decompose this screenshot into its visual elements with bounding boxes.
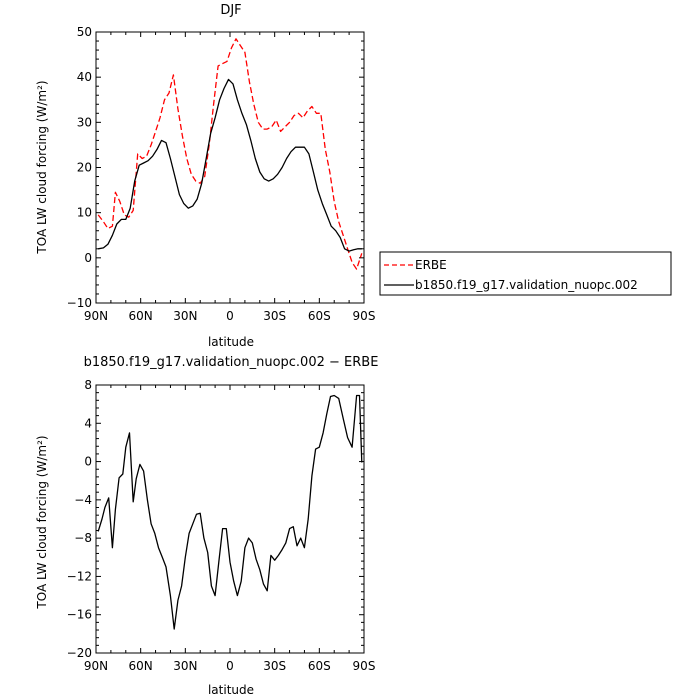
top-y-tick-label: 20 (77, 161, 92, 175)
bottom-x-tick-label: 60S (308, 659, 331, 673)
top-y-tick-label: 30 (77, 115, 92, 129)
bottom-x-tick-label: 0 (226, 659, 234, 673)
bottom-x-axis-label: latitude (208, 683, 254, 697)
bottom-plot-frame (95, 384, 365, 654)
top-x-tick-label: 90N (84, 309, 108, 323)
top-panel: DJF latitude TOA LW cloud forcing (W/m²)… (35, 3, 375, 349)
legend: ERBE b1850.f19_g17.validation_nuopc.002 (379, 251, 672, 296)
top-x-axis-label: latitude (208, 335, 254, 349)
top-y-tick-label: 0 (84, 251, 92, 265)
top-y-tick-label: −10 (67, 296, 92, 310)
bottom-y-tick-label: −8 (74, 531, 92, 545)
bottom-y-axis-label: TOA LW cloud forcing (W/m²) (35, 435, 49, 609)
top-series-line-0 (97, 38, 363, 270)
bottom-y-tick-label: 4 (84, 416, 92, 430)
bottom-series-line-0 (97, 394, 363, 630)
top-y-axis-label: TOA LW cloud forcing (W/m²) (35, 80, 49, 254)
bottom-panel: b1850.f19_g17.validation_nuopc.002 − ERB… (35, 355, 378, 697)
bottom-y-tick-label: −4 (74, 493, 92, 507)
bottom-title: b1850.f19_g17.validation_nuopc.002 − ERB… (84, 355, 379, 370)
bottom-x-tick-label: 30S (263, 659, 286, 673)
top-x-tick-label: 30N (173, 309, 197, 323)
bottom-x-tick-label: 90S (353, 659, 376, 673)
bottom-x-tick-label: 90N (84, 659, 108, 673)
bottom-y-tick-label: 8 (84, 378, 92, 392)
legend-label-erbe: ERBE (415, 258, 447, 272)
bottom-x-tick-label: 60N (129, 659, 153, 673)
top-y-tick-label: 50 (77, 25, 92, 39)
top-x-tick-label: 90S (353, 309, 376, 323)
bottom-y-tick-label: 0 (84, 455, 92, 469)
top-x-tick-label: 30S (263, 309, 286, 323)
top-series-line-1 (98, 78, 362, 252)
bottom-y-tick-label: −20 (67, 646, 92, 660)
top-y-tick-label: 40 (77, 70, 92, 84)
top-title: DJF (220, 3, 241, 18)
legend-label-model: b1850.f19_g17.validation_nuopc.002 (415, 278, 638, 292)
top-x-tick-label: 60S (308, 309, 331, 323)
legend-box (379, 251, 672, 296)
bottom-x-tick-label: 30N (173, 659, 197, 673)
top-x-tick-label: 0 (226, 309, 234, 323)
top-x-tick-label: 60N (129, 309, 153, 323)
top-y-tick-label: 10 (77, 206, 92, 220)
bottom-y-tick-label: −16 (67, 608, 92, 622)
bottom-y-tick-label: −12 (67, 569, 92, 583)
